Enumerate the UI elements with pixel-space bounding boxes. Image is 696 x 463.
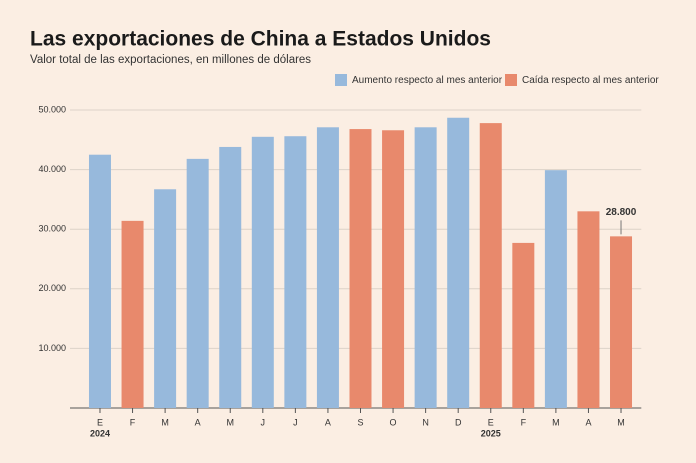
year-label: 2025 (481, 428, 501, 438)
bar (414, 127, 437, 408)
legend: Aumento respecto al mes anterior Caída re… (335, 74, 659, 86)
y-tick-label: 20.000 (38, 283, 66, 293)
x-tick-label: J (293, 417, 298, 427)
year-label: 2024 (90, 428, 110, 438)
x-tick-label: A (195, 417, 201, 427)
bar (154, 189, 177, 408)
x-tick-label: E (488, 417, 494, 427)
x-tick-label: A (325, 417, 331, 427)
bar (284, 136, 307, 408)
legend-label: Aumento respecto al mes anterior (352, 75, 503, 86)
x-tick-label: E (97, 417, 103, 427)
y-tick-label: 10.000 (38, 343, 66, 353)
x-tick-label: F (521, 417, 527, 427)
chart-subtitle: Valor total de las exportaciones, en mil… (30, 54, 311, 66)
bar (577, 211, 600, 408)
legend-label: Caída respecto al mes anterior (522, 75, 659, 86)
bar (88, 154, 111, 408)
x-tick-label: F (130, 417, 136, 427)
y-tick-label: 30.000 (38, 224, 66, 234)
x-tick-label: N (422, 417, 429, 427)
bar (219, 146, 242, 408)
y-tick-label: 50.000 (38, 104, 66, 114)
bar (349, 129, 372, 408)
x-tick-label: M (161, 417, 169, 427)
bar (121, 220, 144, 408)
bar (512, 242, 535, 408)
x-tick-label: M (226, 417, 234, 427)
x-tick-label: O (390, 417, 397, 427)
bar (610, 236, 633, 408)
x-tick-label: M (552, 417, 560, 427)
x-tick-label: M (617, 417, 625, 427)
legend-swatch (505, 74, 517, 86)
bar (447, 117, 470, 409)
x-tick-label: J (261, 417, 266, 427)
bar (186, 158, 209, 408)
y-tick-label: 40.000 (38, 164, 66, 174)
bar (544, 170, 567, 408)
bar (251, 136, 274, 408)
data-label: 28.800 (606, 207, 637, 218)
bar (479, 123, 502, 408)
legend-swatch (335, 74, 347, 86)
bar (316, 127, 339, 408)
x-tick-label: S (357, 417, 363, 427)
chart-title: Las exportaciones de China a Estados Uni… (30, 28, 491, 51)
bar (382, 130, 405, 408)
x-tick-label: A (585, 417, 591, 427)
x-tick-label: D (455, 417, 462, 427)
